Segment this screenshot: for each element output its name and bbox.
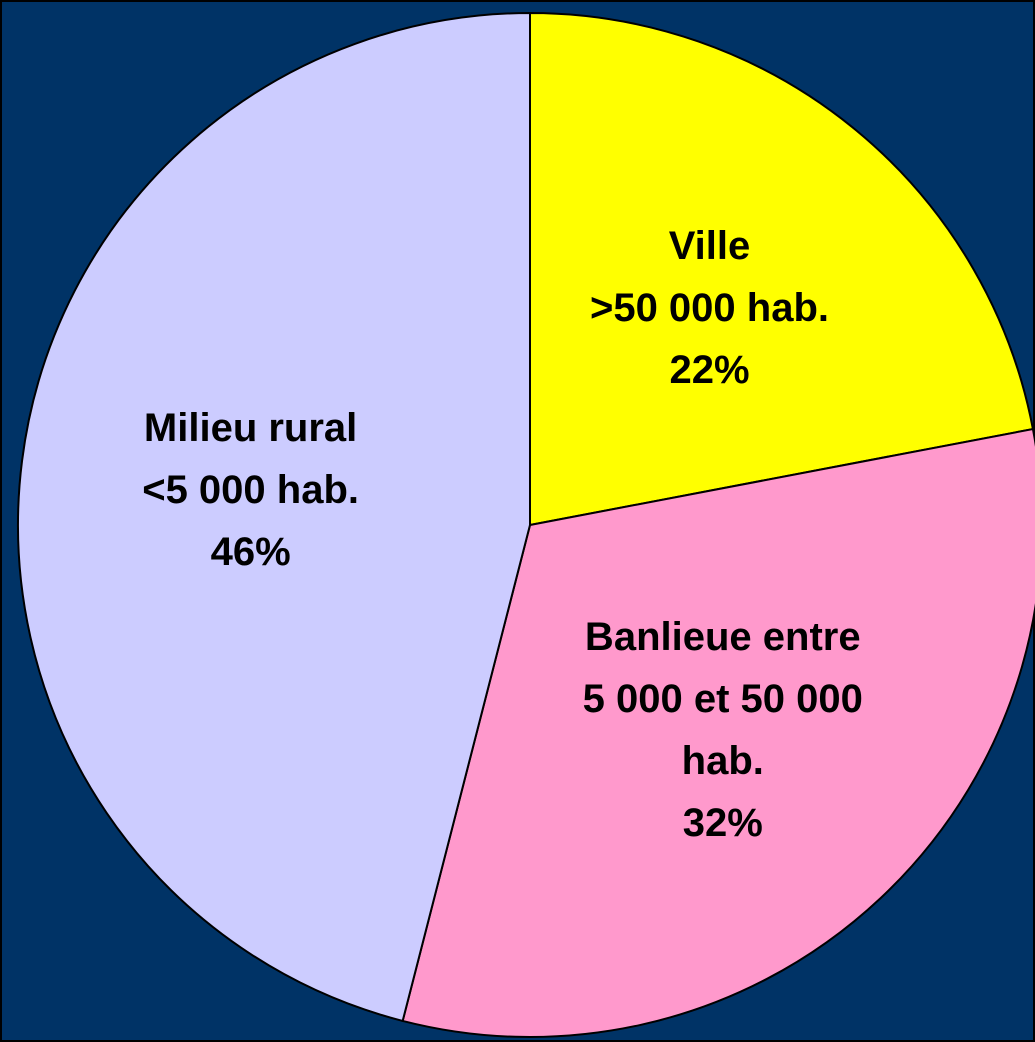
pie-slice <box>17 11 531 1023</box>
slice-label: Banlieue entre 5 000 et 50 000 hab. 32% <box>567 606 879 854</box>
slice-label: Ville >50 000 hab. 22% <box>590 215 829 401</box>
pie-slice <box>401 427 1035 1038</box>
value-label: 22% <box>669 348 750 393</box>
pie-slice <box>529 11 1035 527</box>
value-label: 46% <box>210 529 291 574</box>
value-label: 32% <box>682 801 763 846</box>
slice-label: Milieu rural <5 000 hab. 46% <box>142 397 359 583</box>
category-label: Ville >50 000 hab. <box>589 224 830 331</box>
category-label: Milieu rural <5 000 hab. <box>142 405 360 512</box>
category-label: Banlieue entre 5 000 et 50 000 hab. <box>582 615 863 784</box>
